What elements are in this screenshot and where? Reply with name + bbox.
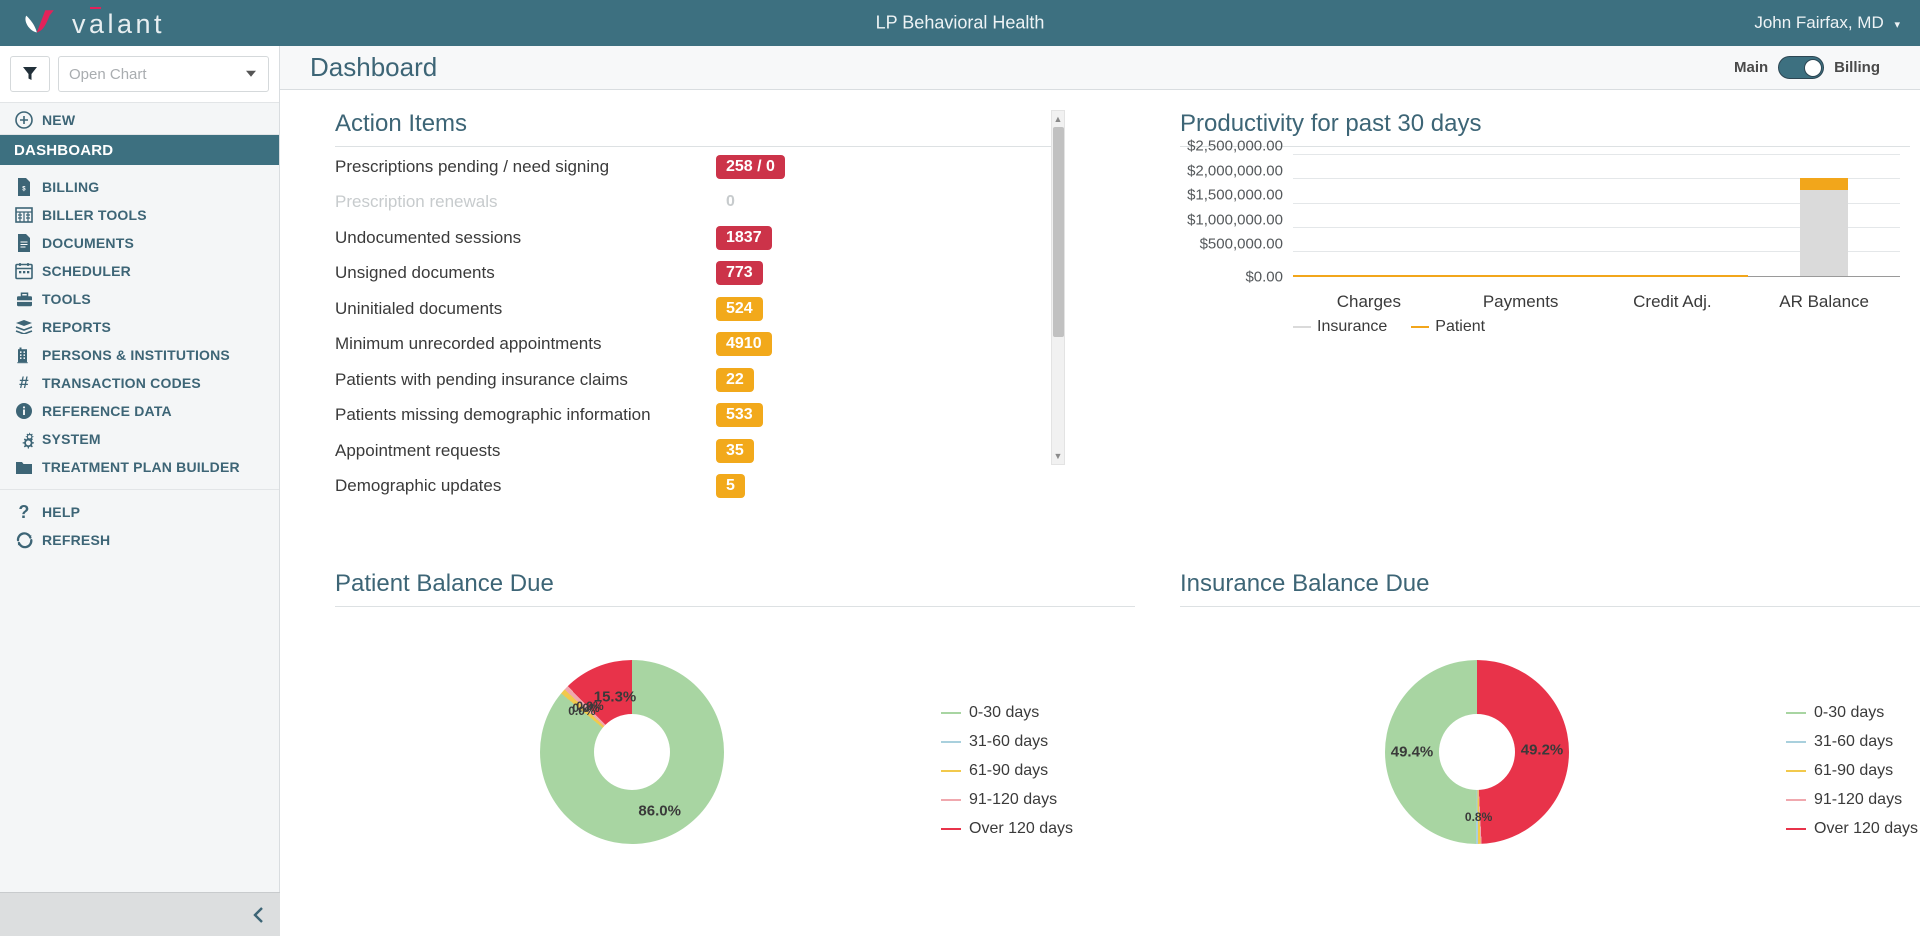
svg-text:$: $ — [22, 187, 26, 193]
